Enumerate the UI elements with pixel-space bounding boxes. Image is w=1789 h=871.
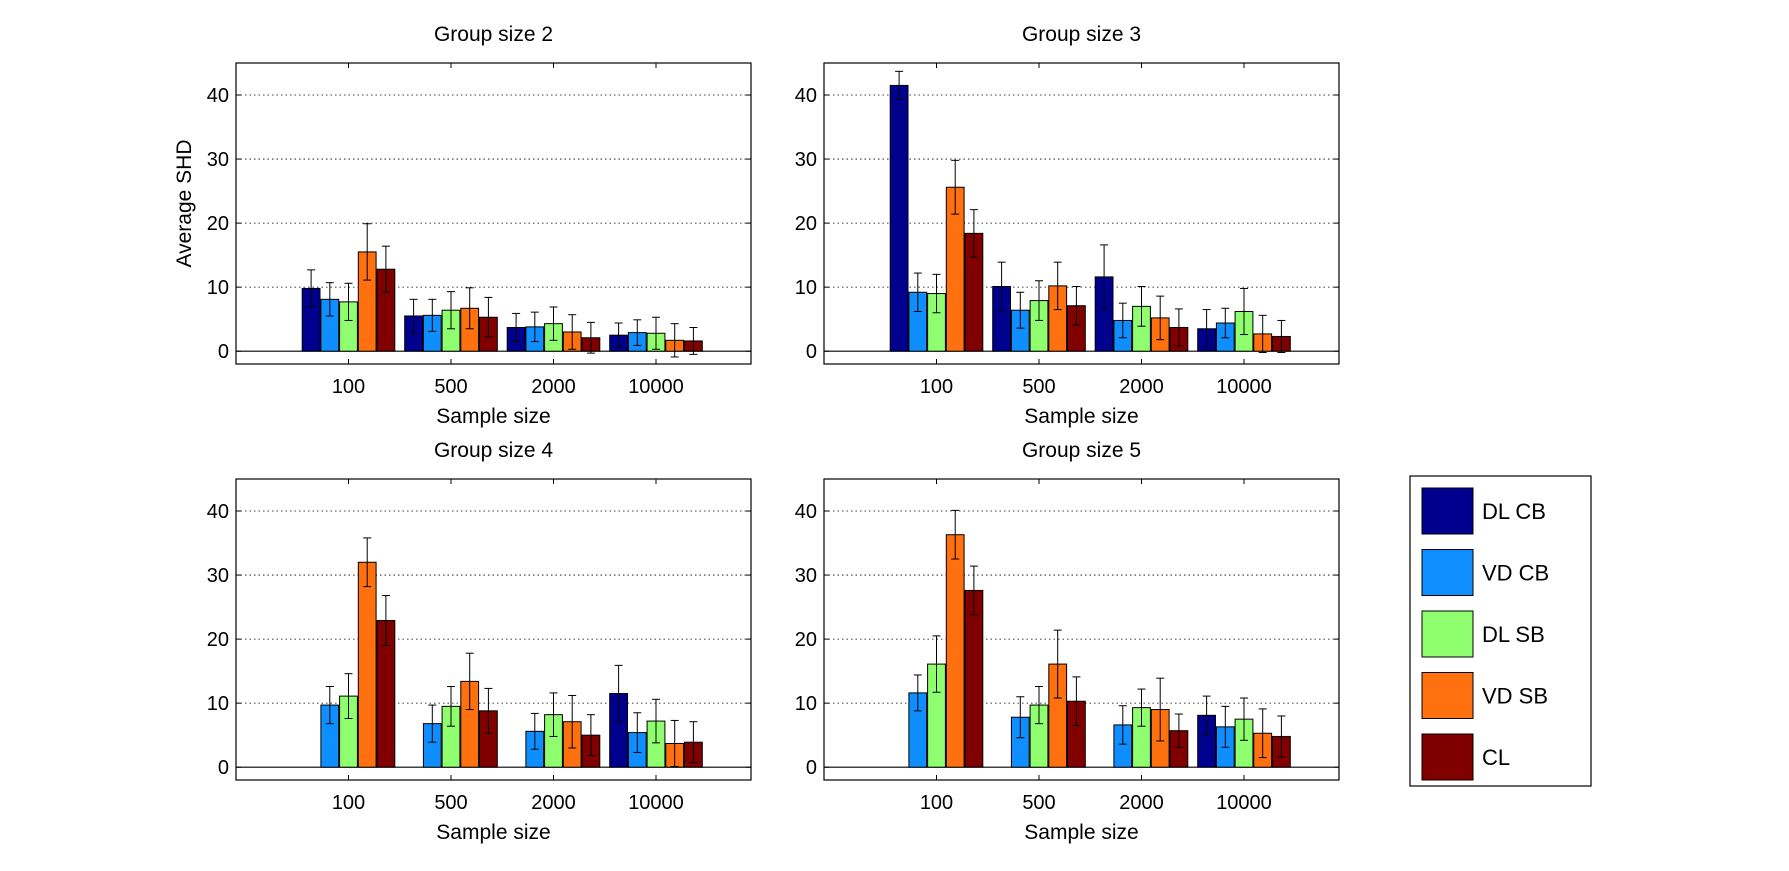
- y-tick-label: 10: [795, 693, 817, 715]
- chart-panel-4: 0 10 20 30 40 100 500 2000 10000 Group size 5 Samp…: [795, 439, 1340, 844]
- x-tick-label: 2000: [531, 792, 576, 814]
- y-tick-label: 0: [218, 341, 229, 363]
- chart-title: Group size 4: [434, 439, 553, 462]
- legend-label: DL SB: [1482, 622, 1545, 647]
- y-tick-label: 10: [795, 277, 817, 299]
- y-tick-label: 40: [795, 501, 817, 523]
- y-tick-label: 20: [795, 213, 817, 235]
- plot-frame: [235, 478, 752, 781]
- y-tick-label: 30: [795, 149, 817, 171]
- chart-title: Group size 5: [1022, 439, 1141, 462]
- x-tick-label: 2000: [1119, 376, 1164, 398]
- x-tick-label: 10000: [628, 376, 684, 398]
- bar-vd-sb-100: [357, 561, 377, 768]
- y-tick-label: 10: [207, 693, 229, 715]
- chart-panel-2: 0 10 20 30 40 100 500 2000 10000 Group size 3 Samp…: [795, 23, 1340, 428]
- y-tick-label: 20: [207, 213, 229, 235]
- x-tick-label: 500: [1022, 792, 1055, 814]
- y-tick-label: 0: [806, 341, 817, 363]
- legend: DL CB VD CB DL SB VD SB CL: [1409, 475, 1592, 787]
- y-tick-label: 30: [207, 565, 229, 587]
- plot-frame: [823, 478, 1340, 781]
- legend-label: VD CB: [1482, 561, 1549, 586]
- legend-swatch-cl: [1421, 733, 1474, 781]
- x-tick-label: 100: [920, 376, 953, 398]
- y-tick-label: 30: [207, 149, 229, 171]
- y-tick-label: 40: [207, 85, 229, 107]
- legend-swatch-vd-sb: [1421, 672, 1474, 719]
- x-axis-label: Sample size: [436, 821, 550, 844]
- legend-label: VD SB: [1482, 684, 1548, 709]
- x-tick-label: 100: [332, 376, 365, 398]
- x-tick-label: 10000: [628, 792, 684, 814]
- y-axis-label: Average SHD: [173, 139, 196, 267]
- x-tick-label: 500: [434, 376, 467, 398]
- y-tick-label: 10: [207, 277, 229, 299]
- chart-title: Group size 3: [1022, 23, 1141, 46]
- bar-vd-sb-100: [945, 534, 965, 768]
- x-tick-label: 2000: [1119, 792, 1164, 814]
- bar-dl-cb-100: [889, 84, 909, 352]
- plot-frame: [823, 62, 1340, 365]
- legend-swatch-dl-sb: [1421, 610, 1474, 658]
- legend-label: CL: [1482, 745, 1510, 770]
- y-tick-label: 40: [795, 85, 817, 107]
- x-axis-label: Sample size: [1024, 821, 1138, 844]
- y-tick-label: 20: [207, 629, 229, 651]
- bar-cl-100: [964, 589, 984, 768]
- x-axis-label: Sample size: [436, 405, 550, 428]
- chart-title: Group size 2: [434, 23, 553, 46]
- plot-frame: [235, 62, 752, 365]
- chart-panel-1: 0 10 20 30 40 100 500 2000 10000 Group size 2 Samp…: [173, 23, 752, 428]
- legend-label: DL CB: [1482, 499, 1546, 524]
- x-axis-label: Sample size: [1024, 405, 1138, 428]
- legend-swatch-dl-cb: [1421, 487, 1474, 535]
- y-tick-label: 40: [207, 501, 229, 523]
- y-tick-label: 0: [218, 757, 229, 779]
- legend-swatch-vd-cb: [1421, 549, 1474, 596]
- x-tick-label: 10000: [1216, 792, 1272, 814]
- x-tick-label: 100: [920, 792, 953, 814]
- x-tick-label: 500: [1022, 376, 1055, 398]
- y-tick-label: 0: [806, 757, 817, 779]
- y-tick-label: 30: [795, 565, 817, 587]
- x-tick-label: 500: [434, 792, 467, 814]
- y-tick-label: 20: [795, 629, 817, 651]
- x-tick-label: 100: [332, 792, 365, 814]
- x-tick-label: 2000: [531, 376, 576, 398]
- x-tick-label: 10000: [1216, 376, 1272, 398]
- chart-panel-3: 0 10 20 30 40 100 500 2000 10000 Group size 4 Samp…: [207, 439, 752, 844]
